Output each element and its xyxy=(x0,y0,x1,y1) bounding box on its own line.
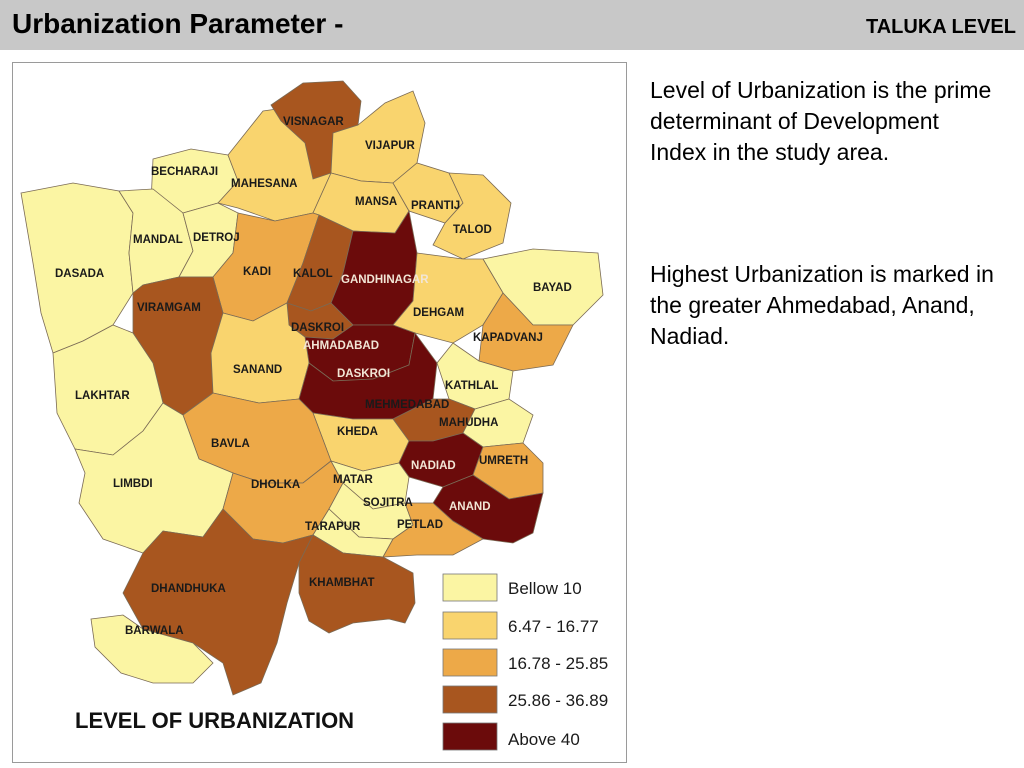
legend-label-4: 25.86 - 36.89 xyxy=(508,691,608,710)
map-title: LEVEL OF URBANIZATION xyxy=(75,708,354,733)
region-petlad xyxy=(382,502,484,558)
label-mehmedabad: MEHMEDABAD xyxy=(365,399,449,411)
label-dholka: DHOLKA xyxy=(251,479,300,491)
region-dehgam xyxy=(392,252,504,344)
slide-title: Urbanization Parameter - xyxy=(12,8,344,39)
urbanization-map: VISNAGAR VIJAPUR BECHARAJI MAHESANA MANS… xyxy=(20,80,608,751)
label-becharaji: BECHARAJI xyxy=(151,166,218,178)
legend-label-3: 16.78 - 25.85 xyxy=(508,654,608,673)
legend-swatch-3 xyxy=(442,648,498,677)
label-vijapur: VIJAPUR xyxy=(365,140,416,152)
legend-label-1: Bellow 10 xyxy=(508,579,582,598)
label-matar: MATAR xyxy=(333,474,374,486)
label-tarapur: TARAPUR xyxy=(305,521,361,533)
label-limbdi: LIMBDI xyxy=(113,478,153,490)
label-nadiad: NADIAD xyxy=(411,460,456,472)
label-mandal: MANDAL xyxy=(133,234,183,246)
region-khambhat xyxy=(298,534,416,634)
label-dhandhuka: DHANDHUKA xyxy=(151,583,226,595)
label-anand: ANAND xyxy=(449,501,491,513)
legend-label-2: 6.47 - 16.77 xyxy=(508,617,599,636)
label-dehgam: DEHGAM xyxy=(413,307,464,319)
label-kalol: KALOL xyxy=(293,268,333,280)
label-kheda: KHEDA xyxy=(337,426,378,438)
region-barwala xyxy=(90,614,214,684)
label-prantij: PRANTIJ xyxy=(411,200,460,212)
label-khambhat: KHAMBHAT xyxy=(309,577,375,589)
label-visnagar: VISNAGAR xyxy=(283,116,344,128)
label-petlad: PETLAD xyxy=(397,519,443,531)
description-paragraph-2: Highest Urbanization is marked in the gr… xyxy=(650,261,994,349)
map-frame: VISNAGAR VIJAPUR BECHARAJI MAHESANA MANS… xyxy=(12,62,627,763)
label-viramgam: VIRAMGAM xyxy=(137,302,201,314)
label-bayad: BAYAD xyxy=(533,282,572,294)
label-ahmedabad: AHMADABAD xyxy=(303,340,379,352)
legend-swatch-1 xyxy=(442,573,498,602)
taluka-labels: VISNAGAR VIJAPUR BECHARAJI MAHESANA MANS… xyxy=(55,116,572,637)
label-mahesana: MAHESANA xyxy=(231,178,297,190)
legend: Bellow 10 6.47 - 16.77 16.78 - 25.85 25.… xyxy=(442,573,608,751)
label-dasada: DASADA xyxy=(55,268,104,280)
level-label: TALUKA LEVEL xyxy=(866,16,1016,38)
label-daskroi-north: DASKROI xyxy=(291,322,344,334)
legend-swatch-5 xyxy=(442,722,498,751)
label-sojitra: SOJITRA xyxy=(363,497,413,509)
label-daskroi-south: DASKROI xyxy=(337,368,390,380)
label-kathlal: KATHLAL xyxy=(445,380,498,392)
label-sanand: SANAND xyxy=(233,364,282,376)
label-mansa: MANSA xyxy=(355,196,397,208)
header-bar: Urbanization Parameter - TALUKA LEVEL xyxy=(0,0,1024,50)
label-mahudha: MAHUDHA xyxy=(439,417,498,429)
label-kadi: KADI xyxy=(243,266,271,278)
description-paragraph-1: Level of Urbanization is the prime deter… xyxy=(650,77,992,165)
label-umreth: UMRETH xyxy=(479,455,528,467)
legend-label-5: Above 40 xyxy=(508,730,580,749)
label-lakhtar: LAKHTAR xyxy=(75,390,130,402)
legend-swatch-4 xyxy=(442,685,498,714)
label-barwala: BARWALA xyxy=(125,625,184,637)
label-detroj: DETROJ xyxy=(193,232,240,244)
label-kapadvanj: KAPADVANJ xyxy=(473,332,543,344)
label-gandhinagar: GANDHINAGAR xyxy=(341,274,429,286)
legend-swatch-2 xyxy=(442,611,498,640)
region-dasada xyxy=(20,182,134,354)
label-bavla: BAVLA xyxy=(211,438,250,450)
label-talod: TALOD xyxy=(453,224,492,236)
